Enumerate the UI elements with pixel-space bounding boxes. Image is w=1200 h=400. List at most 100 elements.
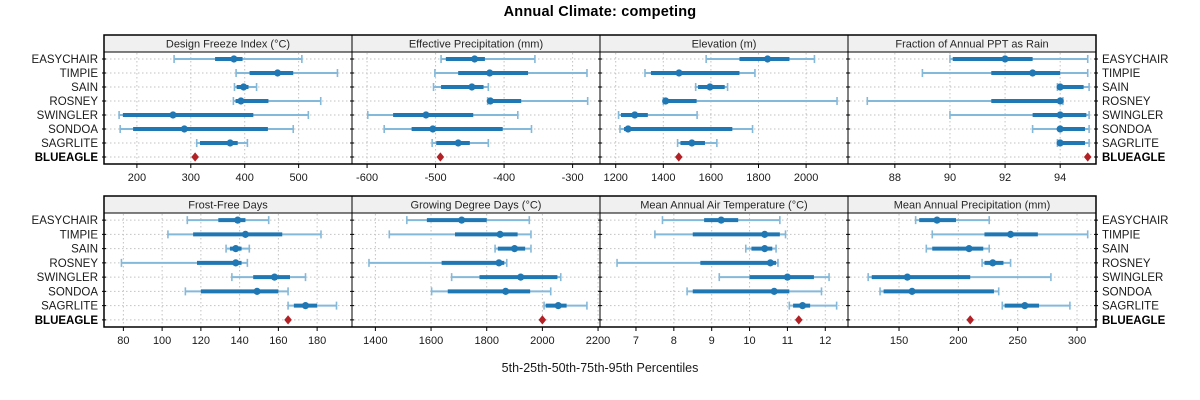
percentile-whisker [494,244,532,253]
percentile-whisker [186,216,270,225]
percentile-whisker [118,111,310,119]
station-label: TIMPIE [60,229,99,241]
panel-title: Effective Precipitation (mm) [409,39,543,51]
percentile-whisker [949,55,1089,63]
percentile-whisker [788,301,838,310]
station-label: EASYCHAIR [32,54,98,66]
x-tick-label: 2200 [586,335,610,347]
median-dot [798,302,807,310]
median-dot [495,259,503,267]
blueagle-diamond [191,152,199,162]
panel-body [847,51,1097,165]
median-dot [1056,125,1064,133]
blueagle-diamond [1083,152,1092,162]
median-dot [908,287,916,295]
station-label: SAIN [71,82,98,94]
median-dot [903,273,911,281]
percentile-whisker [184,287,289,296]
median-dot [226,139,234,147]
panel-title: Frost-Free Days [188,200,268,212]
percentile-whisker [440,55,536,63]
median-dot [237,97,245,105]
chart-title: Annual Climate: competing [503,4,697,20]
median-dot [502,287,510,295]
x-tick-label: 1800 [474,335,498,347]
median-dot [675,69,683,77]
percentile-whisker [1056,83,1090,91]
station-label: SONDOA [48,286,98,298]
median-dot [662,97,670,105]
median-dot [554,302,562,310]
station-label: TIMPIE [1102,68,1141,80]
median-dot [1001,55,1009,63]
panel-2: Effective Precipitation (mm) -600 -500 -400… [350,34,601,184]
station-label: SAGRLITE [41,301,98,313]
panel-title: Mean Annual Air Temperature (°C) [640,200,807,212]
x-tick-label: 1200 [603,172,627,184]
x-tick-label: 400 [236,172,254,184]
percentile-whisker [1056,139,1090,147]
panel-8: Mean Annual Precipitation (mm) 150 200 250 3… [846,195,1168,347]
station-label: SAGRLITE [1102,301,1159,313]
percentile-whisker [287,301,338,310]
percentile-whisker [388,230,532,239]
median-dot [933,216,941,224]
percentile-whisker [235,69,339,77]
median-dot [763,55,772,63]
x-tick-label: -600 [356,172,378,184]
median-dot [631,111,639,119]
panel-body [351,51,601,165]
panel-body [103,212,353,328]
percentile-whisker [718,273,830,282]
x-tick-label: 180 [308,335,326,347]
percentile-whisker [662,97,838,105]
median-dot [517,273,525,281]
blueagle-diamond [674,152,683,162]
median-dot [270,273,279,281]
x-tick-label: 1800 [746,172,770,184]
blueagle-diamond [284,315,292,325]
median-dot [169,111,177,119]
x-tick-label: -400 [493,172,515,184]
median-dot [783,273,792,281]
row-frame [103,34,1097,165]
percentile-whisker [619,125,754,133]
x-tick-label: 160 [269,335,287,347]
percentile-whisker [173,55,303,63]
median-dot [1021,302,1029,310]
station-label: SAIN [1102,244,1129,256]
median-dot [486,97,494,105]
blueagle-diamond [794,315,803,325]
median-dot [1056,97,1064,105]
station-label: SWINGLER [37,272,98,284]
median-dot [496,230,504,238]
percentile-whisker [676,139,718,147]
percentile-whisker [225,244,251,253]
percentile-whisker [921,69,1089,77]
percentile-whisker [431,139,490,147]
median-dot [429,125,437,133]
percentile-whisker [232,97,322,105]
x-tick-label: 80 [117,335,129,347]
station-label: SAIN [1102,82,1129,94]
percentile-whisker [879,287,1000,296]
median-dot [1029,69,1037,77]
percentile-whisker [434,69,588,77]
median-dot [706,83,714,91]
percentile-whisker [686,287,823,296]
percentile-whisker [914,216,991,225]
panel-3: Elevation (m) 1200 1400 1600 1800 2000 [598,34,849,184]
x-tick-label: 140 [230,335,248,347]
station-label: BLUEAGLE [35,315,99,327]
median-dot [761,230,769,238]
x-tick-label: 150 [890,335,908,347]
blueagle-diamond [538,315,547,325]
panel-body [599,51,849,165]
x-tick-label: 1600 [419,335,443,347]
panel-body [599,212,849,328]
percentile-whisker [450,273,562,282]
station-label: SONDOA [1102,286,1152,298]
median-dot [624,125,632,133]
percentile-whisker [543,301,588,310]
